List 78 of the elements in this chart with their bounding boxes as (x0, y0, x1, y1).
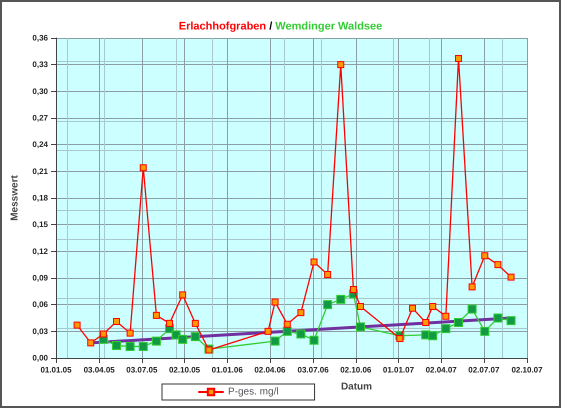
x-tick-label: 03.07.05 (126, 366, 158, 374)
point (409, 304, 416, 312)
y-tick-label: 0,36 (32, 34, 49, 42)
point (493, 314, 502, 322)
point (190, 332, 200, 342)
legend-label: P-ges. mg/l (228, 386, 279, 398)
point (270, 336, 280, 346)
point (468, 283, 476, 290)
point (112, 341, 122, 350)
chart-title: Erlachhofgraben / Wemdinger Waldsee (178, 20, 382, 32)
x-axis-title: Datum (340, 382, 372, 392)
point (126, 342, 135, 351)
point (455, 54, 462, 62)
x-tick-label: 03.04.05 (84, 366, 116, 374)
x-tick-label: 02.04.07 (426, 366, 458, 374)
y-axis-title: Messwert (10, 174, 20, 221)
point (74, 322, 81, 329)
point (100, 330, 107, 338)
x-tick-label: 02.10.07 (511, 366, 544, 374)
point (284, 320, 291, 328)
y-tick-label: 0,09 (32, 274, 49, 282)
x-tick-label: 01.01.07 (382, 366, 415, 374)
y-tick-label: 0,03 (32, 326, 49, 336)
y-tick-label: 0,33 (32, 60, 49, 70)
y-tick-label: 0,00 (32, 354, 49, 362)
y-tick-label: 0,24 (32, 140, 49, 150)
point (178, 334, 188, 344)
point (506, 316, 516, 326)
x-tick-label: 03.07.06 (298, 366, 330, 374)
point (324, 270, 332, 278)
point (272, 298, 279, 306)
point (350, 286, 357, 294)
point (480, 326, 490, 336)
point (356, 322, 365, 332)
y-tick-label: 0,30 (32, 86, 49, 96)
point (429, 302, 436, 310)
point (310, 336, 319, 345)
point (152, 336, 161, 346)
point (282, 326, 292, 336)
y-tick-label: 0,12 (32, 246, 49, 256)
point (468, 304, 477, 314)
point (441, 324, 450, 334)
point (508, 274, 515, 281)
point (396, 334, 404, 342)
point (166, 320, 174, 327)
point (356, 302, 364, 310)
x-tick-label: 02.07.07 (468, 366, 500, 374)
point (192, 320, 199, 327)
x-tick-label: 02.04.06 (254, 366, 286, 374)
point (454, 318, 464, 327)
y-tick-label: 0,27 (32, 114, 49, 122)
point (87, 339, 94, 346)
point (264, 328, 272, 335)
x-tick-label: 01.01.06 (212, 366, 244, 374)
point (481, 252, 488, 260)
point (296, 330, 306, 338)
point (442, 312, 450, 320)
point (336, 294, 346, 304)
x-tick-label: 02.10.05 (168, 366, 201, 374)
point (494, 261, 502, 268)
point (422, 318, 430, 326)
y-tick-label: 0,15 (32, 220, 49, 230)
point (152, 312, 160, 319)
point (337, 61, 344, 68)
point (113, 318, 120, 326)
point (140, 164, 147, 172)
point (179, 291, 186, 298)
point (297, 309, 304, 316)
point (428, 331, 438, 340)
point (126, 330, 134, 337)
x-tick-label: 02.10.06 (340, 366, 372, 374)
x-tick-label: 01.01.05 (40, 366, 72, 374)
y-tick-label: 0,21 (32, 166, 49, 176)
y-tick-label: 0,06 (32, 300, 49, 310)
point (310, 258, 318, 266)
point (323, 300, 332, 310)
y-tick-label: 0,18 (32, 194, 49, 202)
point (138, 342, 148, 351)
